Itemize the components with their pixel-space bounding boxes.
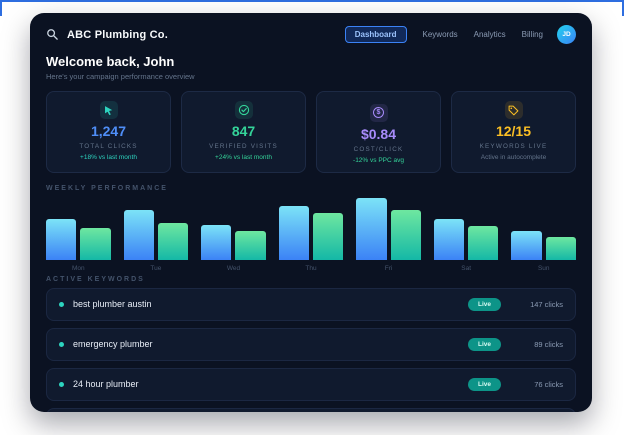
status-dot	[59, 381, 64, 387]
status-dot	[59, 301, 64, 307]
avatar[interactable]: JD	[557, 25, 576, 44]
live-badge: Live	[467, 297, 501, 311]
stat-value: 1,247	[90, 123, 127, 139]
search-icon[interactable]	[46, 28, 59, 41]
bar-pair	[123, 198, 189, 260]
bar-pair	[433, 198, 499, 260]
bar-primary-tue[interactable]	[123, 209, 154, 260]
nav-tab-keywords[interactable]: Keywords	[422, 30, 458, 39]
stat-delta: Active in autocomplete	[480, 154, 547, 161]
day-group: Sat	[433, 198, 499, 272]
day-group: Thu	[278, 198, 344, 272]
day-label: Tue	[150, 264, 162, 272]
day-group: Sun	[511, 198, 577, 272]
stat-value: 847	[231, 123, 256, 139]
nav-tab-dashboard[interactable]: Dashboard	[344, 26, 407, 43]
page-subtitle: Here's your campaign performance overvie…	[46, 72, 195, 81]
bar-pair	[201, 198, 266, 260]
keyword-row[interactable]: emergency plumber Live 89 clicks	[46, 327, 576, 361]
stat-value: $0.84	[360, 125, 397, 142]
welcome-section: Welcome back, John Here's your campaign …	[30, 50, 592, 81]
stat-label: VERIFIED VISITS	[209, 143, 278, 150]
day-label: Wed	[226, 264, 241, 272]
stat-card-verified-visits: 847 VERIFIED VISITS +24% vs last month	[181, 91, 306, 173]
clicks-count: 76 clicks	[534, 379, 563, 389]
live-badge: Live	[467, 337, 501, 351]
window-left-border	[0, 0, 2, 16]
day-group: Fri	[356, 197, 421, 272]
day-label: Fri	[384, 264, 393, 272]
stat-delta: +18% vs last month	[80, 154, 137, 161]
bar-pair	[511, 198, 577, 260]
day-label: Thu	[305, 264, 317, 272]
keyword-text: best plumber austin	[73, 299, 152, 309]
stat-card-total-clicks: 1,247 TOTAL CLICKS +18% vs last month	[46, 91, 171, 173]
nav-tab-billing[interactable]: Billing	[521, 30, 543, 39]
bar-secondary-fri[interactable]	[390, 209, 421, 260]
keyword-row[interactable]: 24 hour plumber Live 76 clicks	[46, 367, 576, 401]
dollar-circle-icon: $	[369, 103, 388, 122]
live-badge: Live	[467, 377, 501, 391]
bar-pair	[356, 197, 421, 260]
bar-primary-mon[interactable]	[46, 218, 77, 260]
window-right-border	[622, 0, 624, 16]
keyword-row-partial[interactable]: Live	[46, 407, 576, 412]
clicks-count: 89 clicks	[534, 339, 563, 349]
bar-secondary-sun[interactable]	[545, 236, 577, 260]
page-title: Welcome back, John	[46, 54, 175, 69]
window-top-border	[0, 0, 624, 2]
day-group: Wed	[201, 198, 266, 272]
keyword-text: 24 hour plumber	[73, 379, 139, 389]
bar-secondary-mon[interactable]	[80, 227, 111, 260]
day-group: Tue	[123, 198, 189, 272]
active-keywords-heading: ACTIVE KEYWORDS	[46, 275, 145, 283]
tag-icon	[504, 101, 523, 119]
day-label: Sat	[461, 264, 472, 272]
bar-primary-sun[interactable]	[511, 230, 542, 260]
stat-label: COST/CLICK	[353, 145, 404, 153]
bar-primary-fri[interactable]	[356, 197, 387, 260]
brand-name: ABC Plumbing Co.	[67, 28, 168, 41]
status-dot	[59, 341, 64, 347]
bar-pair	[46, 198, 111, 260]
nav-tab-analytics[interactable]: Analytics	[473, 30, 506, 39]
keyword-row[interactable]: best plumber austin Live 147 clicks	[46, 287, 576, 321]
cursor-click-icon	[99, 101, 118, 119]
bar-secondary-wed[interactable]	[235, 230, 266, 260]
dashboard-panel: ABC Plumbing Co. Dashboard Keywords Anal…	[30, 13, 592, 412]
bar-primary-thu[interactable]	[278, 205, 310, 260]
stat-delta: +24% vs last month	[215, 154, 272, 161]
bar-primary-sat[interactable]	[433, 218, 465, 260]
bar-secondary-tue[interactable]	[157, 222, 189, 260]
stat-label: KEYWORDS LIVE	[479, 143, 548, 150]
bar-secondary-thu[interactable]	[313, 212, 344, 260]
stat-cards-row: 1,247 TOTAL CLICKS +18% vs last month 84…	[30, 81, 592, 181]
stat-value: 12/15	[495, 123, 532, 139]
bar-secondary-sat[interactable]	[468, 225, 499, 260]
weekly-performance-heading: WEEKLY PERFORMANCE	[46, 184, 168, 192]
weekly-bar-chart: Mon Tue Wed Thu Fri Sat Sun	[30, 194, 592, 272]
day-label: Mon	[71, 264, 85, 272]
keyword-text: emergency plumber	[73, 339, 153, 349]
day-group: Mon	[46, 198, 111, 272]
stat-card-cost-per-click: $ $0.84 COST/CLICK -12% vs PPC avg	[316, 91, 441, 173]
stat-label: TOTAL CLICKS	[79, 143, 138, 150]
day-label: Sun	[537, 264, 550, 272]
stat-card-keywords-live: 12/15 KEYWORDS LIVE Active in autocomple…	[451, 91, 576, 173]
keyword-list: best plumber austin Live 147 clicks emer…	[30, 285, 592, 412]
clicks-count: 147 clicks	[530, 299, 563, 309]
top-bar: ABC Plumbing Co. Dashboard Keywords Anal…	[30, 13, 592, 50]
stat-delta: -12% vs PPC avg	[353, 156, 404, 164]
bar-primary-wed[interactable]	[201, 224, 232, 260]
main-nav: Dashboard Keywords Analytics Billing	[344, 26, 543, 43]
check-circle-icon	[234, 101, 253, 119]
bar-pair	[278, 198, 344, 260]
